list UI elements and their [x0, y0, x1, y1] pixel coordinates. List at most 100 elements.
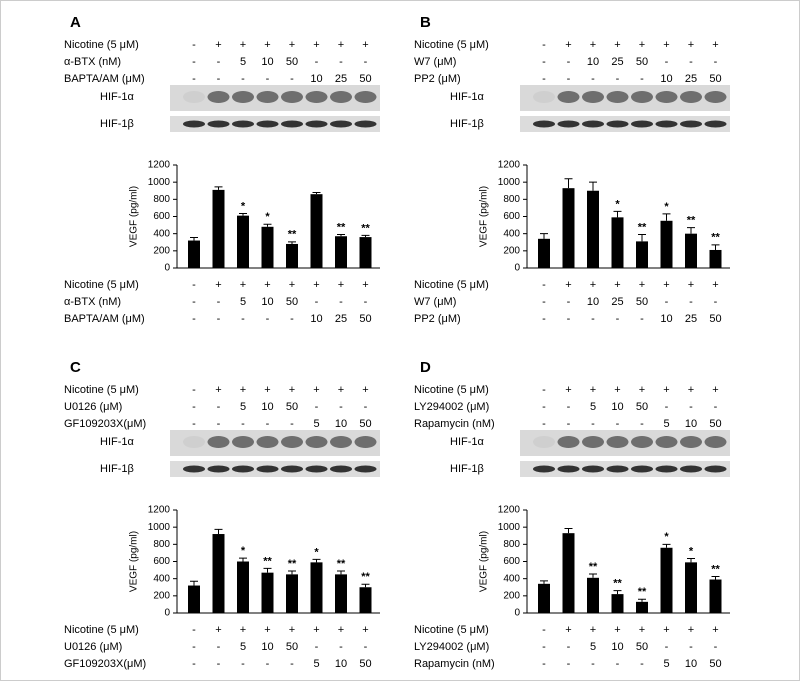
treatment-value: + — [712, 279, 718, 291]
treatment-label: Nicotine (5 μM) — [414, 279, 489, 291]
blot-band — [606, 436, 629, 448]
treatment-value: 5 — [240, 56, 246, 68]
treatment-value: + — [362, 39, 368, 51]
significance-label: ** — [288, 229, 297, 241]
y-tick-label: 1200 — [148, 160, 171, 171]
error-bar — [239, 212, 247, 216]
blot-band — [533, 436, 555, 448]
y-tick-label: 200 — [153, 590, 170, 601]
significance-label: ** — [361, 222, 370, 234]
treatment-value: 5 — [313, 418, 319, 430]
treatment-value: - — [616, 418, 620, 430]
treatment-value: 50 — [636, 641, 648, 653]
blot-band — [557, 120, 580, 128]
treatment-value: - — [542, 279, 546, 291]
error-bar — [687, 227, 695, 234]
bar — [660, 547, 673, 613]
significance-label: ** — [613, 578, 622, 590]
blot-band — [305, 465, 328, 473]
significance-label: * — [314, 546, 319, 558]
treatment-value: - — [640, 73, 644, 85]
treatment-value: + — [313, 384, 319, 396]
treatment-value: + — [688, 624, 694, 636]
treatment-value: 50 — [359, 658, 371, 670]
treatment-value: + — [362, 624, 368, 636]
y-tick-label: 800 — [153, 194, 170, 205]
treatment-value: 50 — [709, 418, 721, 430]
treatment-value: 5 — [240, 296, 246, 308]
treatment-value: - — [315, 641, 319, 653]
y-tick-label: 400 — [503, 573, 520, 584]
treatment-value: + — [590, 279, 596, 291]
error-bar — [589, 181, 597, 191]
treatment-value: - — [217, 641, 221, 653]
treatment-value: + — [639, 624, 645, 636]
treatment-value: - — [689, 401, 693, 413]
blot-band — [207, 436, 230, 448]
treatment-value: + — [264, 279, 270, 291]
treatment-value: - — [192, 624, 196, 636]
treatment-value: 25 — [335, 313, 347, 325]
blot-label: HIF-1β — [100, 463, 134, 475]
treatment-value: 25 — [685, 313, 697, 325]
bar — [359, 587, 372, 613]
y-tick-label: 800 — [503, 194, 520, 205]
bar — [538, 238, 550, 268]
bar — [685, 233, 697, 268]
blot-band — [232, 436, 254, 448]
treatment-value: + — [663, 39, 669, 51]
treatment-label: α-BTX (nM) — [64, 56, 121, 68]
treatment-value: - — [542, 296, 546, 308]
blot-band — [606, 465, 629, 473]
treatment-value: + — [313, 279, 319, 291]
blot-band — [631, 436, 653, 448]
bar — [611, 217, 624, 268]
significance-label: ** — [337, 558, 346, 570]
error-bar — [288, 241, 296, 244]
treatment-value: - — [192, 56, 196, 68]
treatment-value: 5 — [590, 401, 596, 413]
y-tick-label: 600 — [503, 556, 520, 567]
treatment-value: 10 — [660, 73, 672, 85]
treatment-value: + — [614, 624, 620, 636]
bar — [562, 533, 575, 613]
treatment-value: - — [714, 641, 718, 653]
significance-label: ** — [263, 555, 272, 567]
bar — [587, 190, 599, 268]
treatment-value: + — [590, 624, 596, 636]
blot-band — [655, 465, 678, 473]
treatment-value: 10 — [261, 641, 273, 653]
treatment-value: - — [665, 56, 669, 68]
error-bar — [337, 570, 345, 575]
blot-band — [256, 436, 279, 448]
significance-label: ** — [711, 232, 720, 244]
y-tick-label: 1000 — [148, 522, 171, 533]
treatment-value: 50 — [636, 401, 648, 413]
treatment-value: 10 — [660, 313, 672, 325]
treatment-value: + — [663, 384, 669, 396]
treatment-value: 10 — [261, 56, 273, 68]
treatment-value: - — [192, 641, 196, 653]
treatment-value: 50 — [636, 56, 648, 68]
bar — [188, 240, 200, 268]
y-tick-label: 1200 — [498, 505, 521, 516]
blot-band — [183, 436, 205, 448]
bar — [212, 534, 225, 613]
error-bar — [190, 580, 198, 586]
treatment-value: - — [665, 401, 669, 413]
treatment-value: + — [712, 384, 718, 396]
error-bar — [564, 527, 573, 534]
treatment-value: - — [567, 641, 571, 653]
bar — [261, 572, 274, 613]
treatment-value: 50 — [286, 296, 298, 308]
treatment-value: + — [565, 39, 571, 51]
error-bar — [638, 598, 646, 602]
treatment-value: 50 — [359, 313, 371, 325]
treatment-value: 10 — [335, 418, 347, 430]
bar — [310, 194, 323, 268]
error-bar — [337, 234, 345, 237]
significance-label: * — [664, 201, 669, 213]
blot-band — [207, 465, 230, 473]
blot-band — [183, 120, 205, 128]
blot-band — [305, 91, 328, 103]
